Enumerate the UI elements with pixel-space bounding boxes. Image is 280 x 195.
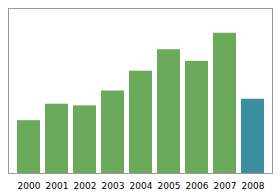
svg-text:2004: 2004 (130, 181, 153, 191)
svg-text:2002: 2002 (74, 181, 97, 191)
svg-text:2003: 2003 (102, 181, 125, 191)
svg-text:2008: 2008 (242, 181, 265, 191)
svg-text:2001: 2001 (46, 181, 69, 191)
svg-text:2005: 2005 (158, 181, 181, 191)
svg-text:2007: 2007 (214, 181, 237, 191)
svg-text:2000: 2000 (18, 181, 41, 191)
svg-text:2006: 2006 (186, 181, 209, 191)
